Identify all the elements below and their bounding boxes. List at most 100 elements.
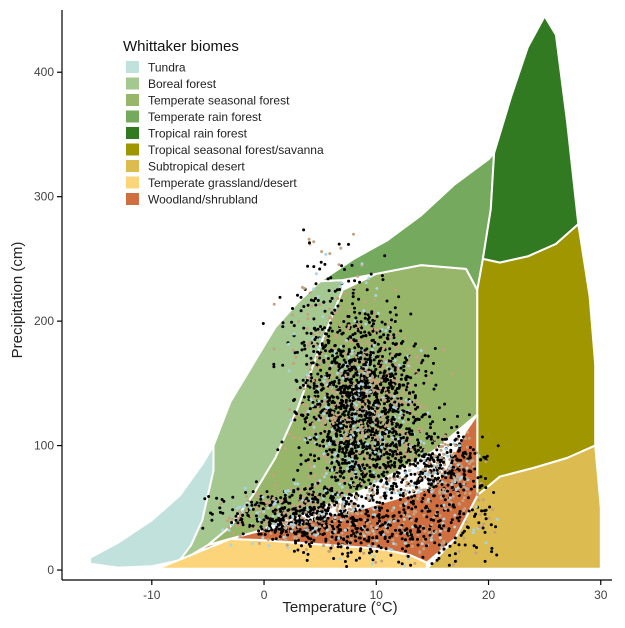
observation-point <box>427 488 430 492</box>
observation-point <box>339 391 343 395</box>
observation-point <box>454 444 457 448</box>
observation-point <box>312 538 316 542</box>
observation-point <box>254 514 258 518</box>
observation-point <box>449 501 453 505</box>
observation-point <box>452 451 456 455</box>
observation-point <box>218 510 222 514</box>
observation-point <box>449 521 453 525</box>
observation-point <box>341 426 345 430</box>
observation-point <box>255 495 259 499</box>
observation-point <box>336 454 340 458</box>
observation-point <box>342 320 346 323</box>
observation-point <box>358 311 362 315</box>
observation-point <box>410 544 414 548</box>
observation-point <box>343 560 347 563</box>
observation-point <box>342 518 346 522</box>
observation-point <box>307 536 311 540</box>
observation-point <box>349 516 353 520</box>
observation-point <box>378 508 382 512</box>
observation-point <box>314 282 318 286</box>
observation-point <box>357 297 361 301</box>
observation-point <box>397 410 401 414</box>
observation-point <box>354 316 358 320</box>
observation-point <box>484 517 488 521</box>
observation-point <box>323 419 327 423</box>
observation-point <box>378 395 382 399</box>
observation-point <box>242 505 246 509</box>
observation-point <box>359 460 363 464</box>
observation-point <box>360 370 364 373</box>
observation-point <box>439 527 443 531</box>
observation-point <box>328 512 332 516</box>
observation-point <box>346 314 350 318</box>
observation-point <box>363 300 367 304</box>
observation-point <box>388 523 392 527</box>
observation-point <box>327 328 331 332</box>
observation-point <box>352 401 356 405</box>
x-tick-label: -10 <box>143 588 161 602</box>
observation-point <box>432 494 436 498</box>
observation-point <box>333 516 337 520</box>
observation-point <box>364 368 368 372</box>
observation-point <box>445 451 449 454</box>
observation-point <box>323 400 327 404</box>
observation-point <box>268 522 272 526</box>
observation-point <box>366 518 370 522</box>
observation-point <box>339 436 343 440</box>
observation-point <box>379 374 382 378</box>
observation-point <box>338 445 342 449</box>
observation-point <box>409 472 413 476</box>
observation-point <box>350 447 354 451</box>
observation-point <box>432 485 436 489</box>
observation-point <box>298 386 302 390</box>
observation-point <box>326 357 330 360</box>
observation-point <box>361 435 365 439</box>
observation-point <box>358 556 362 560</box>
observation-point <box>354 324 358 328</box>
observation-point <box>257 542 261 545</box>
observation-point <box>448 508 452 511</box>
observation-point <box>356 342 360 346</box>
observation-point <box>435 461 439 465</box>
observation-point <box>236 512 239 516</box>
observation-point <box>318 267 322 271</box>
observation-point <box>435 504 439 508</box>
observation-point <box>291 313 295 317</box>
observation-point <box>339 421 343 425</box>
observation-point <box>383 491 387 495</box>
observation-point <box>297 514 301 518</box>
observation-point <box>328 396 332 400</box>
observation-point <box>458 512 462 516</box>
observation-point <box>304 381 308 385</box>
observation-point <box>371 318 375 322</box>
observation-point <box>230 521 234 524</box>
observation-point <box>417 491 420 495</box>
observation-point <box>334 432 338 436</box>
observation-point <box>241 523 245 527</box>
observation-point <box>357 447 361 451</box>
observation-point <box>350 462 354 466</box>
observation-point <box>490 550 494 554</box>
observation-point <box>327 414 331 418</box>
observation-point <box>342 496 346 500</box>
observation-point <box>414 369 417 373</box>
observation-point <box>449 463 453 467</box>
observation-point <box>318 331 321 335</box>
observation-point <box>337 536 341 540</box>
observation-point <box>338 285 342 289</box>
observation-point <box>410 432 414 436</box>
observation-point <box>302 305 306 308</box>
observation-point <box>479 481 483 485</box>
observation-point <box>373 298 377 302</box>
observation-point <box>312 436 316 440</box>
observation-point <box>426 509 430 513</box>
observation-point <box>339 372 343 376</box>
observation-point <box>344 409 348 413</box>
observation-point <box>386 487 390 491</box>
observation-point <box>346 382 350 386</box>
observation-point <box>299 453 303 457</box>
observation-point <box>240 517 244 521</box>
observation-point <box>259 497 263 501</box>
observation-point <box>380 445 383 449</box>
observation-point <box>269 503 273 507</box>
